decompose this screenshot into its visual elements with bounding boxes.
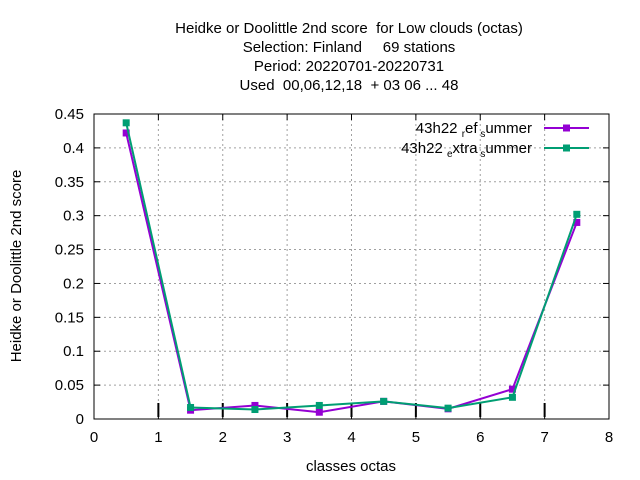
title-line-2: Period: 20220701-20220731 [254,58,444,75]
y-tick-label: 0.25 [55,242,84,259]
x-tick-label: 5 [412,429,420,446]
y-tick-label: 0.4 [63,140,84,157]
legend-label-1: 43h22 extra summer [401,140,532,160]
y-tick-label: 0.15 [55,309,84,326]
y-axis-label: Heidke or Doolittle 2nd score [8,170,25,363]
x-tick-label: 4 [347,429,355,446]
legend-label-0: 43h22 ref summer [416,120,532,140]
axis-ticks: 0 1 2 3 4 5 6 7 8 0 0.05 0.1 0.15 0.2 0.25 0.3 0.35 0.4 0.… [55,106,613,446]
y-tick-label: 0.35 [55,174,84,191]
y-tick-label: 0.05 [55,377,84,394]
title-line-1: Selection: Finland 69 stations [243,39,456,56]
legend-swatch-marker-0 [563,124,570,132]
plot-frame [93,113,610,420]
series-lines [122,119,581,416]
legend-swatch-marker-1 [563,144,570,152]
x-axis-label: classes octas [306,458,396,475]
series-line-0 [125,132,578,414]
y-tick-label: 0.3 [63,208,84,225]
x-tick-label: 0 [90,429,98,446]
x-tick-label: 6 [476,429,484,446]
grid [94,114,609,419]
x-tick-label: 8 [605,429,613,446]
x-tick-label: 7 [540,429,548,446]
data-point [315,401,323,409]
title-line-0: Heidke or Doolittle 2nd score for Low cl… [175,20,523,37]
y-tick-label: 0.2 [63,275,84,292]
data-point [122,129,130,137]
y-tick-label: 0.1 [63,343,84,360]
data-point [573,218,581,226]
y-tick-label: 0.45 [55,106,84,123]
data-point [251,406,259,414]
x-tick-label: 3 [283,429,291,446]
data-point [251,401,259,409]
chart-title: Heidke or Doolittle 2nd score for Low cl… [175,20,523,94]
y-tick-label: 0 [76,411,84,428]
series-line-1 [125,122,578,411]
x-tick-label: 1 [154,429,162,446]
data-point [573,210,581,218]
data-point [122,119,130,127]
x-tick-label: 2 [219,429,227,446]
data-point [315,408,323,416]
data-point [380,397,388,405]
data-point [508,393,516,401]
data-point [187,403,195,411]
data-point [444,404,452,412]
data-point [508,385,516,393]
title-line-3: Used 00,06,12,18 + 03 06 ... 48 [240,77,459,94]
